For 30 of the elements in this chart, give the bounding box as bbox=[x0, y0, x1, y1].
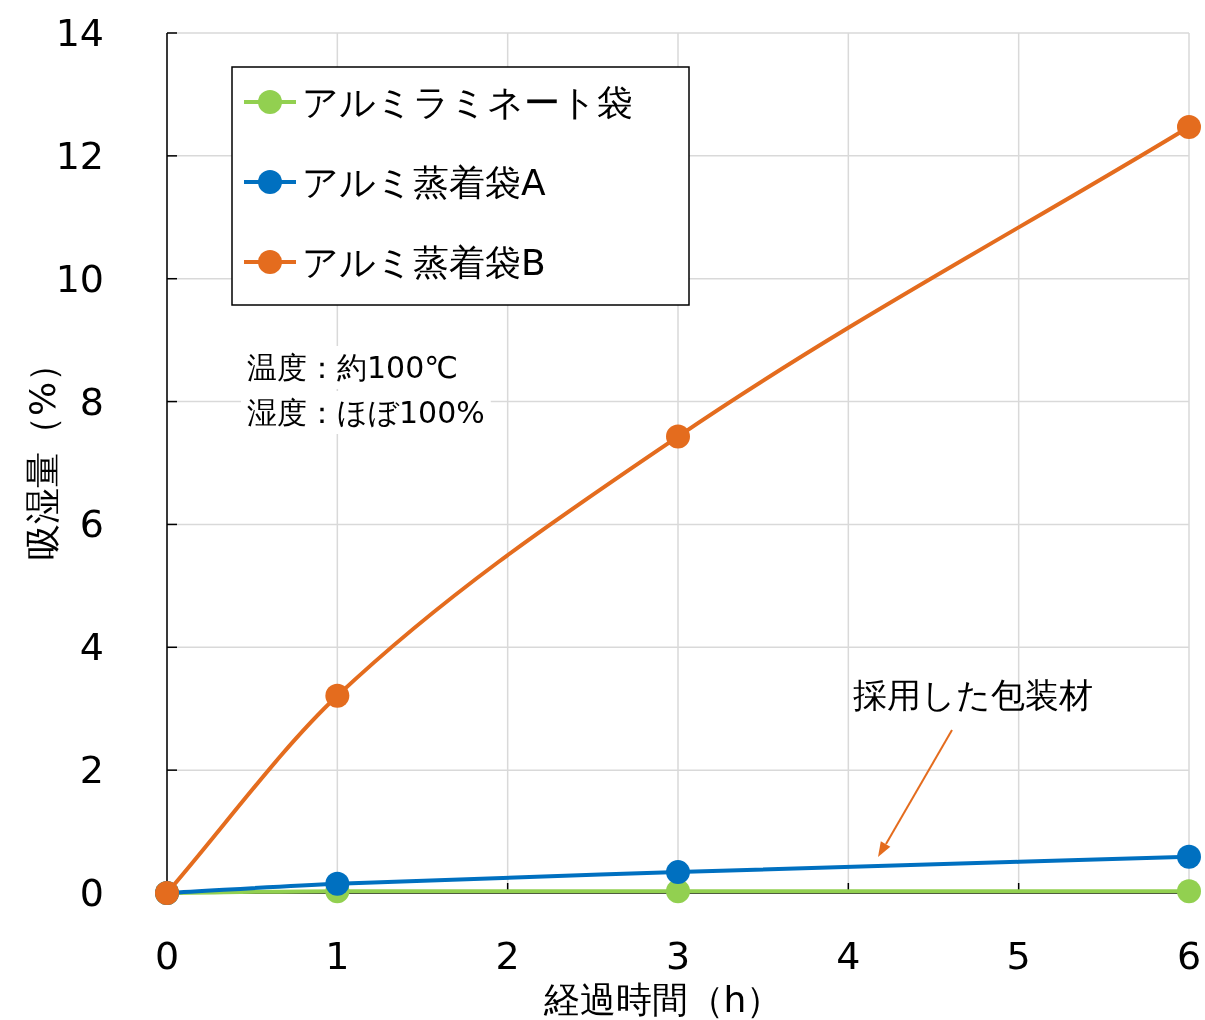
annotation: 湿度：ほぼ100% bbox=[247, 395, 485, 430]
y-tick-label: 0 bbox=[79, 871, 104, 915]
x-tick-label: 0 bbox=[154, 934, 180, 978]
annotation: 温度：約100℃ bbox=[247, 350, 458, 385]
legend-label: アルミラミネート袋 bbox=[302, 82, 633, 123]
y-axis-title: 吸湿量（%） bbox=[22, 345, 63, 561]
y-tick-label: 6 bbox=[79, 502, 104, 547]
y-tick-label: 12 bbox=[55, 133, 104, 178]
annotation: 採用した包装材 bbox=[853, 675, 1093, 715]
point bbox=[325, 871, 350, 896]
y-tick-label: 8 bbox=[79, 379, 104, 424]
x-tick-label: 1 bbox=[325, 934, 350, 978]
point bbox=[1177, 844, 1201, 869]
x-axis-title: 経過時間（h） bbox=[542, 979, 783, 1020]
legend-label: アルミ蒸着袋B bbox=[302, 242, 546, 283]
legend-label: アルミ蒸着袋A bbox=[302, 162, 546, 203]
point bbox=[666, 860, 690, 885]
point bbox=[1177, 879, 1201, 904]
x-tick-label: 2 bbox=[495, 934, 520, 978]
x-tick-label: 6 bbox=[1176, 934, 1202, 978]
y-tick-label: 4 bbox=[79, 625, 104, 670]
y-tick-label: 14 bbox=[55, 11, 104, 55]
y-tick-label: 2 bbox=[79, 748, 104, 793]
point bbox=[1177, 114, 1201, 139]
point bbox=[325, 683, 350, 708]
x-tick-label: 5 bbox=[1006, 934, 1031, 978]
x-tick-label: 4 bbox=[836, 934, 861, 978]
point bbox=[666, 424, 690, 449]
x-tick-label: 3 bbox=[665, 934, 691, 978]
y-tick-label: 10 bbox=[55, 256, 104, 301]
